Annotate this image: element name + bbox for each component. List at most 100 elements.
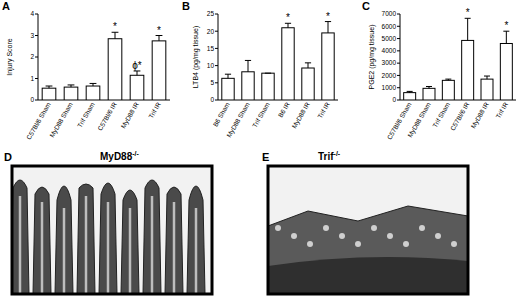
error-line [308, 63, 309, 68]
x-axis [218, 100, 338, 101]
image-title-main: Trif [318, 151, 334, 162]
image-title-main: MyD88 [100, 151, 133, 162]
villus [99, 183, 117, 294]
bar [481, 79, 493, 100]
y-tick [35, 78, 38, 79]
y-tick [397, 14, 400, 15]
y-tick-label: 3000 [382, 59, 397, 66]
y-tick [397, 50, 400, 51]
debris [403, 241, 409, 247]
y-axis [400, 14, 401, 100]
annotation: * [113, 21, 117, 32]
category-label: MyD88 IR [469, 101, 491, 130]
y-tick-label: 7000 [382, 10, 397, 17]
category-label: MyD88 IR [290, 101, 312, 130]
villus [77, 184, 95, 294]
bar [108, 39, 122, 100]
error-cap [484, 76, 490, 77]
marks [222, 22, 334, 100]
y-tick-label: 0 [30, 96, 34, 103]
error-cap [407, 91, 413, 92]
category-label: MyD88 Sham [406, 101, 433, 139]
annotation: * [466, 7, 470, 18]
error-bar [225, 74, 231, 78]
error-bar [305, 63, 311, 68]
category-label: Trif IR [494, 101, 509, 120]
error-line [228, 74, 229, 78]
category-label: Trif IR [316, 101, 331, 120]
bar [462, 40, 474, 100]
y-tick-label: 1 [30, 75, 34, 82]
y-tick-label: 5 [210, 79, 214, 86]
category-label: Trif Sham [76, 101, 96, 129]
bar [242, 72, 254, 100]
annotation: * [286, 12, 290, 23]
image-title: MyD88-/- [100, 150, 140, 162]
micrograph-bg [12, 166, 212, 294]
bar [282, 28, 294, 100]
error-cap [426, 86, 432, 87]
debris [387, 233, 393, 239]
y-axis-label: PGE2 (pg/mg tissue) [368, 25, 376, 90]
panel-B: BLTB4 (pg/mg tissue)0510152025B6 ShamMyD… [182, 0, 338, 139]
error-cap [245, 60, 251, 61]
villus-core [195, 208, 198, 294]
bar [152, 41, 166, 100]
y-tick-label: 0 [210, 96, 214, 103]
image-title-sup: -/- [132, 150, 139, 157]
category-label: MyD88 IR [119, 101, 141, 130]
annotation: * [326, 11, 330, 22]
debris [339, 233, 345, 239]
error-cap [46, 86, 53, 87]
villus [143, 180, 161, 294]
bar [302, 68, 314, 100]
error-line [467, 18, 468, 40]
image-frame [268, 166, 468, 294]
error-cap [225, 74, 231, 75]
y-tick-label: 20 [207, 28, 215, 35]
debris [275, 225, 281, 231]
error-bar [134, 71, 141, 75]
y-axis [218, 14, 219, 100]
micrograph [12, 166, 212, 294]
y-tick [397, 87, 400, 88]
image-frame [12, 166, 212, 294]
error-cap [68, 84, 75, 85]
debris [355, 241, 361, 247]
y-tick-label: 2 [30, 53, 34, 60]
category-label: B6 IR [277, 101, 291, 119]
villus-core [19, 196, 22, 294]
error-bar [245, 60, 251, 71]
y-tick [35, 35, 38, 36]
marks [404, 18, 513, 100]
debris [435, 233, 441, 239]
panel-A: AInjury Score01234C57Bl/6 ShamMyD88 Sham… [2, 0, 170, 141]
y-tick [215, 100, 218, 101]
y-tick [215, 14, 218, 15]
image-panel-D: DMyD88-/- [4, 150, 212, 294]
category-label: MyD88 Sham [48, 101, 75, 139]
category-label: B6 Sham [211, 101, 230, 128]
villus-core [173, 202, 176, 294]
debris [451, 241, 457, 247]
y-tick [215, 31, 218, 32]
error-bar [285, 23, 291, 27]
error-bar [68, 85, 75, 87]
y-tick-label: 15 [207, 45, 215, 52]
panel-letter: E [262, 151, 269, 163]
category-label: Trif Sham [251, 101, 271, 129]
bar [500, 43, 512, 100]
y-axis-label: LTB4 (pg/mg tissue) [192, 26, 200, 89]
y-tick [35, 100, 38, 101]
y-tick-label: 25 [207, 10, 215, 17]
y-tick-label: 4000 [382, 47, 397, 54]
figure: AInjury Score01234C57Bl/6 ShamMyD88 Sham… [0, 0, 523, 299]
bar [42, 88, 56, 100]
y-tick-label: 0 [392, 96, 396, 103]
debris [307, 241, 313, 247]
y-tick-label: 4 [30, 10, 34, 17]
annotation: * [157, 25, 161, 36]
villus [55, 186, 73, 294]
y-tick-label: 3 [30, 32, 34, 39]
debris [291, 233, 297, 239]
